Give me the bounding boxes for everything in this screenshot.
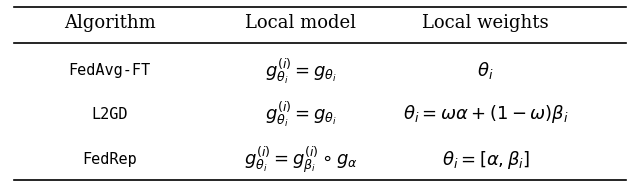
Text: $g_{\theta_i}^{(i)} = g_{\beta_i}^{(i)} \circ g_{\alpha}$: $g_{\theta_i}^{(i)} = g_{\beta_i}^{(i)} …: [244, 144, 358, 175]
Text: FedRep: FedRep: [83, 152, 137, 167]
Text: Local weights: Local weights: [422, 14, 549, 32]
Text: L2GD: L2GD: [92, 107, 128, 122]
Text: $\theta_i$: $\theta_i$: [477, 60, 494, 81]
Text: FedAvg-FT: FedAvg-FT: [68, 63, 151, 78]
Text: $g_{\theta_i}^{(i)} = g_{\theta_i}$: $g_{\theta_i}^{(i)} = g_{\theta_i}$: [265, 100, 337, 129]
Text: $g_{\theta_i}^{(i)} = g_{\theta_i}$: $g_{\theta_i}^{(i)} = g_{\theta_i}$: [265, 56, 337, 85]
Text: $\theta_i = [\alpha, \beta_i]$: $\theta_i = [\alpha, \beta_i]$: [442, 149, 530, 171]
Text: Local model: Local model: [245, 14, 356, 32]
Text: Algorithm: Algorithm: [64, 14, 156, 32]
Text: $\theta_i = \omega\alpha + (1-\omega)\beta_i$: $\theta_i = \omega\alpha + (1-\omega)\be…: [403, 103, 568, 125]
